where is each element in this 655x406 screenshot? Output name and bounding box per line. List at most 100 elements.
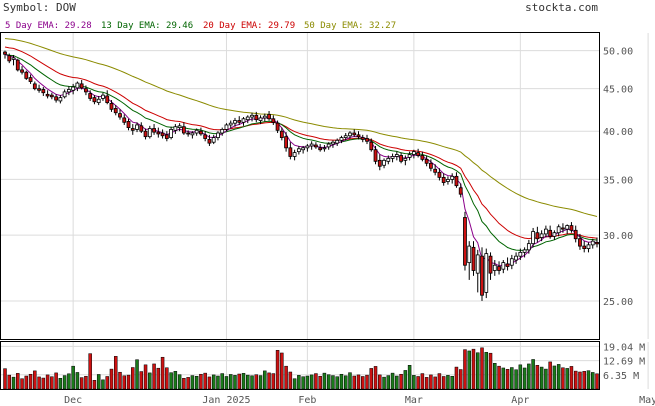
volume-bar [386, 375, 391, 390]
volume-bar [586, 370, 591, 390]
volume-bar [309, 374, 314, 390]
candle-body [41, 89, 46, 94]
volume-bar [591, 372, 595, 390]
candle-body [437, 171, 442, 178]
volume-bar [220, 373, 224, 390]
candle-body [20, 69, 24, 73]
volume-bar [446, 375, 450, 390]
volume-bar [24, 375, 29, 390]
candle-body [590, 240, 595, 246]
candle-body [352, 132, 357, 136]
volume-bar [207, 376, 212, 390]
candle-body [79, 83, 84, 89]
price-tick-label: 50.00 [603, 47, 633, 58]
volume-bar [233, 375, 237, 390]
candle-body [484, 253, 489, 293]
candle-body [275, 122, 280, 131]
candle-body [586, 244, 591, 249]
candle-body [514, 255, 518, 261]
candle-body [62, 91, 67, 98]
volume-bar [463, 349, 467, 390]
volume-bar [544, 368, 548, 390]
candle-body [582, 245, 587, 249]
candle-body [75, 82, 80, 89]
candle-body [301, 147, 306, 151]
candle-body [11, 57, 16, 60]
candle-body [382, 159, 386, 166]
candle-body [203, 134, 208, 139]
volume-bar [510, 367, 514, 390]
candle-body [305, 145, 310, 149]
volume-bar [348, 372, 352, 390]
candle-body [164, 134, 169, 139]
candle-body [224, 124, 229, 130]
x-axis-label: Dec [64, 395, 82, 406]
volume-bar [514, 369, 518, 390]
candle-body [258, 117, 263, 121]
volume-bar [79, 377, 84, 390]
candle-body [96, 98, 101, 103]
volume-bar [595, 373, 599, 390]
candle-body [318, 147, 323, 151]
volume-bar [84, 375, 88, 390]
volume-bar [505, 369, 510, 390]
volume-bar [458, 369, 463, 390]
volume-bar [101, 379, 105, 390]
candle-body [441, 176, 446, 183]
candle-body [66, 89, 71, 93]
ema-13-line [4, 53, 598, 251]
price-tick-label: 30.00 [603, 231, 633, 242]
volume-bar [403, 370, 408, 390]
candle-body [471, 246, 476, 271]
volume-bar [135, 359, 139, 390]
candle-body [279, 130, 284, 138]
volume-bar [484, 352, 489, 390]
candle-body [216, 132, 220, 138]
candle-body [509, 258, 514, 266]
candle-body [433, 168, 438, 173]
volume-bar [139, 371, 144, 390]
candle-body [573, 229, 578, 240]
candle-body [390, 156, 395, 159]
candle-body [49, 94, 54, 98]
price-axis-ticks: 50.00 45.00 40.00 35.00 30.00 25.00 [603, 47, 633, 308]
volume-bar [118, 371, 122, 390]
volume-bar [271, 373, 276, 390]
candle-body [250, 114, 254, 118]
volume-bar [429, 374, 433, 390]
volume-bar [356, 374, 361, 390]
candle-body [369, 141, 374, 151]
volume-bar [194, 375, 199, 390]
volume-bar [88, 353, 92, 390]
candle-body [522, 249, 527, 253]
volume-bar [96, 374, 101, 390]
price-frame [0, 32, 600, 340]
legend-ema20: 20 Day EMA: 29.79 [203, 21, 295, 31]
volume-bar [569, 366, 574, 390]
volume-bar [390, 372, 395, 390]
symbol-label: Symbol: DOW [3, 1, 76, 14]
volume-bar [480, 347, 484, 390]
volume-bar [412, 375, 416, 390]
candle-body [552, 232, 557, 237]
volume-bar [471, 348, 476, 390]
volume-bar [395, 375, 399, 390]
volume-bar [369, 368, 374, 390]
volume-bar [7, 374, 11, 390]
volume-bar [246, 374, 250, 390]
price-tick-label: 45.00 [603, 85, 633, 96]
x-axis-label: Mar [405, 395, 423, 406]
volume-bar [535, 365, 540, 390]
volume-bar [67, 373, 71, 390]
volume-bar [352, 375, 356, 390]
volume-bar [186, 377, 190, 390]
volume-bar [437, 373, 442, 390]
candle-body [101, 94, 105, 99]
volume-bar [407, 365, 412, 390]
candle-body [143, 130, 148, 138]
candle-body [505, 263, 510, 267]
candle-body [147, 128, 152, 138]
candle-body [156, 131, 161, 135]
volume-bar [548, 361, 552, 390]
volume-bar [165, 367, 169, 390]
